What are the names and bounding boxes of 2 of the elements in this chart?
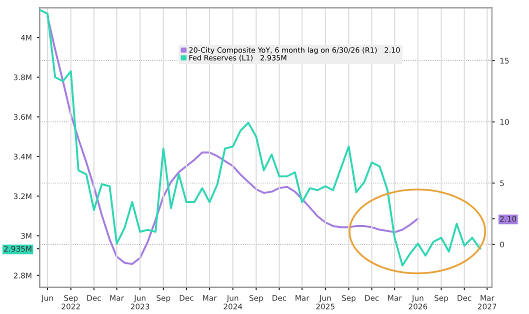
line-series bbox=[40, 8, 482, 266]
line-series bbox=[46, 15, 419, 265]
